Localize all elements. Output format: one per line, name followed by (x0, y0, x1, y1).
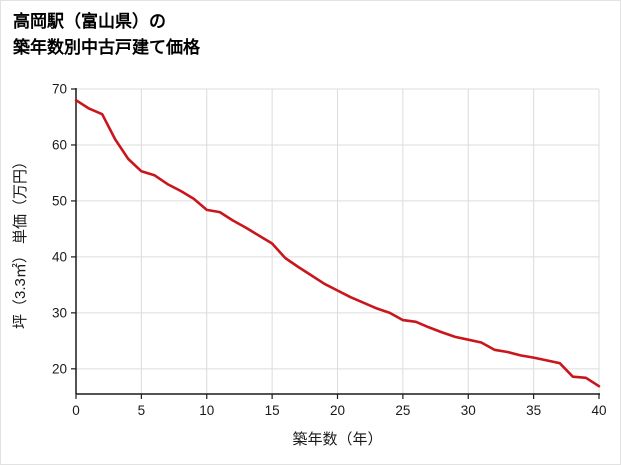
x-tick-label: 30 (461, 403, 476, 418)
x-tick-label: 5 (138, 403, 146, 418)
chart-canvas: 0 5 10 15 20 25 30 35 40 20 30 40 50 60 70 築年数（年） 坪（3.3㎡… (12, 82, 607, 449)
y-tick-label: 40 (52, 249, 67, 264)
y-tick-label: 70 (52, 82, 67, 97)
x-tick-label: 20 (330, 403, 345, 418)
y-axis-title: 坪（3.3㎡） 単価（万円） (12, 154, 29, 329)
y-tick-label: 50 (52, 193, 67, 208)
price-line (74, 98, 601, 388)
x-tick-label: 0 (72, 403, 80, 418)
page-title-line1: 高岡駅（富山県）の (13, 12, 166, 31)
x-tick-label: 35 (526, 403, 541, 418)
x-tick-label: 25 (395, 403, 410, 418)
y-tick-label: 60 (52, 137, 67, 152)
x-tick-label: 15 (265, 403, 280, 418)
page-title: 高岡駅（富山県）の 築年数別中古戸建て価格 (13, 9, 200, 62)
y-tick-label: 20 (52, 361, 67, 376)
price-by-age-chart: 0 5 10 15 20 25 30 35 40 20 30 40 50 60 70 築年数（年） 坪（3.3㎡… (1, 76, 620, 464)
x-axis-title: 築年数（年） (292, 430, 382, 448)
x-tick-label: 10 (199, 403, 214, 418)
x-tick-label: 40 (591, 403, 606, 418)
page-title-line2: 築年数別中古戸建て価格 (13, 38, 200, 58)
y-tick-label: 30 (52, 305, 67, 320)
